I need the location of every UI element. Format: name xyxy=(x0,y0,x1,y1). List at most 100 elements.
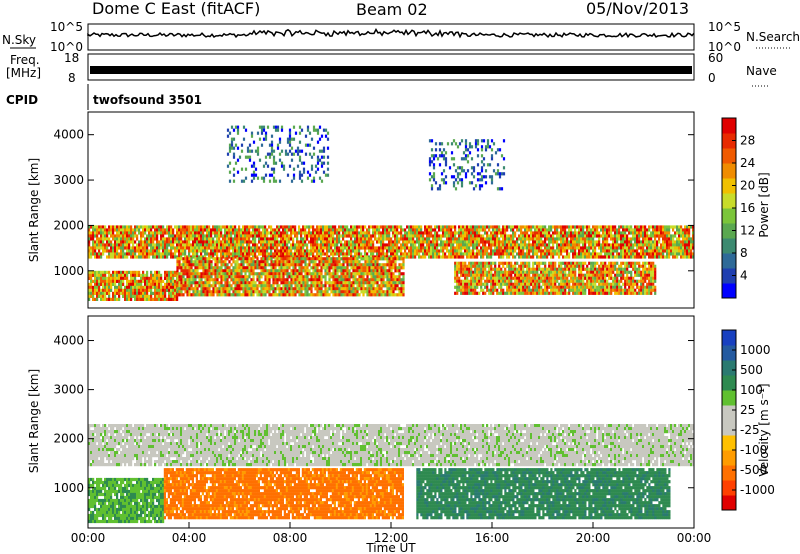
range-cell xyxy=(310,275,313,279)
range-cell xyxy=(218,269,221,273)
range-cell xyxy=(604,234,607,238)
range-cell xyxy=(302,266,305,270)
range-cell xyxy=(432,252,435,256)
range-cell xyxy=(280,275,283,279)
range-cell xyxy=(142,228,145,232)
range-cell xyxy=(510,243,513,247)
range-cell xyxy=(446,231,449,235)
range-cell xyxy=(172,282,175,286)
range-cell xyxy=(490,267,493,271)
range-cell xyxy=(378,249,381,253)
range-cell xyxy=(206,281,209,285)
range-cell xyxy=(126,246,129,250)
range-cell xyxy=(398,278,401,282)
range-cell xyxy=(666,231,669,235)
range-cell xyxy=(350,225,353,229)
range-cell xyxy=(206,290,209,294)
range-cell xyxy=(450,252,453,256)
range-cell xyxy=(156,249,159,253)
range-cell xyxy=(344,243,347,247)
range-cell xyxy=(472,255,475,259)
range-cell xyxy=(326,255,329,259)
range-cell xyxy=(282,266,285,270)
range-cell xyxy=(114,237,117,241)
range-cell xyxy=(388,290,391,294)
range-cell xyxy=(456,282,459,286)
range-cell xyxy=(308,249,311,253)
range-cell xyxy=(472,237,475,241)
range-cell xyxy=(520,231,523,235)
range-cell xyxy=(156,228,159,232)
range-cell xyxy=(266,252,269,256)
range-cell xyxy=(500,285,503,289)
range-cell xyxy=(486,231,489,235)
range-cell xyxy=(98,228,101,232)
range-cell xyxy=(500,234,503,238)
range-cell xyxy=(260,287,263,291)
range-cell xyxy=(248,231,251,235)
range-cell xyxy=(190,263,193,267)
range-cell xyxy=(336,260,339,264)
range-cell xyxy=(566,252,569,256)
range-cell xyxy=(144,240,147,244)
range-cell xyxy=(466,273,469,277)
range-cell xyxy=(394,260,397,264)
range-cell xyxy=(618,231,621,235)
range-cell xyxy=(636,240,639,244)
range-cell xyxy=(362,284,365,288)
range-cell xyxy=(490,249,493,253)
range-cell xyxy=(334,275,337,279)
range-cell xyxy=(244,278,247,282)
range-cell xyxy=(234,255,237,259)
range-cell xyxy=(456,288,459,292)
range-cell xyxy=(684,255,687,259)
range-cell xyxy=(540,234,543,238)
range-cell xyxy=(534,225,537,229)
range-cell xyxy=(654,240,657,244)
range-cell xyxy=(612,228,615,232)
range-cell xyxy=(106,240,109,244)
range-cell xyxy=(222,260,225,264)
range-cell xyxy=(246,240,249,244)
range-cell xyxy=(282,252,285,256)
range-cell xyxy=(684,225,687,229)
range-cell xyxy=(488,246,491,250)
range-cell xyxy=(106,270,109,274)
range-cell xyxy=(472,285,475,289)
range-cell xyxy=(236,260,239,264)
range-cell xyxy=(526,255,529,259)
range-cell xyxy=(500,231,503,235)
range-cell xyxy=(382,249,385,253)
range-cell xyxy=(466,252,469,256)
range-cell xyxy=(142,249,145,253)
range-cell xyxy=(102,234,105,238)
range-cell xyxy=(188,272,191,276)
range-cell xyxy=(246,246,249,250)
range-cell xyxy=(154,231,157,235)
range-cell xyxy=(250,231,253,235)
range-cell xyxy=(238,252,241,256)
range-cell xyxy=(238,272,241,276)
range-cell xyxy=(182,281,185,285)
range-cell xyxy=(568,246,571,250)
range-cell xyxy=(422,231,425,235)
range-cell xyxy=(278,234,281,238)
range-cell xyxy=(640,255,643,259)
range-cell xyxy=(126,255,129,259)
range-cell xyxy=(618,243,621,247)
range-cell xyxy=(402,290,405,294)
range-cell xyxy=(126,225,129,229)
range-cell xyxy=(690,252,693,256)
range-cell xyxy=(430,243,433,247)
range-cell xyxy=(274,266,277,270)
range-cell xyxy=(202,284,205,288)
range-cell xyxy=(142,273,145,277)
range-cell xyxy=(574,231,577,235)
range-cell xyxy=(138,228,141,232)
range-cell xyxy=(308,257,311,261)
range-cell xyxy=(212,281,215,285)
range-cell xyxy=(200,293,203,297)
range-cell xyxy=(468,249,471,253)
range-cell xyxy=(322,240,325,244)
range-cell xyxy=(164,288,167,292)
